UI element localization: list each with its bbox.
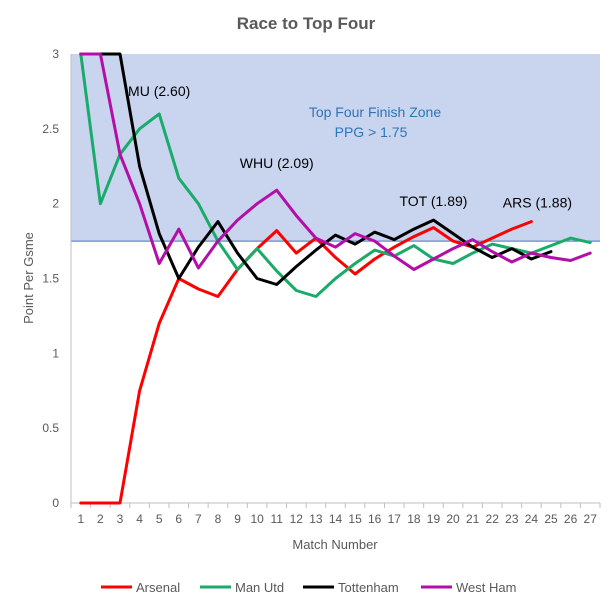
y-tick-label: 3 [52, 47, 59, 61]
x-axis-label: Match Number [292, 537, 378, 552]
x-tick-label: 18 [407, 512, 421, 526]
x-tick-label: 1 [77, 512, 84, 526]
x-tick-label: 27 [584, 512, 598, 526]
zone-label-line1: Top Four Finish Zone [309, 104, 441, 120]
x-tick-label: 10 [250, 512, 264, 526]
x-tick-label: 4 [136, 512, 143, 526]
legend: Arsenal Man Utd Tottenham West Ham [101, 580, 516, 595]
y-tick-label: 0 [52, 496, 59, 510]
y-tick-label: 2 [52, 197, 59, 211]
x-tick-label: 3 [117, 512, 124, 526]
x-tick-label: 20 [446, 512, 460, 526]
series-man-utd [79, 52, 592, 298]
x-tick-label: 19 [427, 512, 441, 526]
y-axis-label: Point Per Gsme [21, 232, 36, 324]
chart-title: Race to Top Four [237, 14, 376, 33]
series-lines [79, 52, 592, 505]
y-tick-label: 0.5 [42, 421, 59, 435]
x-tick-label: 12 [290, 512, 304, 526]
x-tick-label: 11 [270, 512, 283, 526]
x-tick-label: 8 [215, 512, 222, 526]
x-tick-label: 21 [466, 512, 480, 526]
top-four-zone: Top Four Finish Zone PPG > 1.75 [71, 54, 600, 242]
y-tick-label: 1 [52, 346, 59, 360]
y-tick-label: 2.5 [42, 122, 59, 136]
legend-item: Man Utd [200, 580, 284, 595]
x-tick-label: 6 [175, 512, 182, 526]
annotation-label: ARS (1.88) [503, 195, 572, 211]
series-line [79, 52, 553, 286]
annotations: MU (2.60) WHU (2.09) TOT (1.89) ARS (1.88) [128, 83, 572, 211]
x-tick-label: 26 [564, 512, 578, 526]
y-tick-label: 1.5 [42, 272, 59, 286]
series-line [79, 220, 533, 505]
series-tottenham [79, 52, 553, 286]
x-tick-label: 23 [505, 512, 519, 526]
legend-label: West Ham [456, 580, 516, 595]
legend-label: Man Utd [235, 580, 284, 595]
x-tick-label: 25 [544, 512, 558, 526]
x-tick-label: 15 [348, 512, 362, 526]
x-tick-label: 16 [368, 512, 382, 526]
annotation-label: TOT (1.89) [399, 193, 467, 209]
series-line [79, 52, 592, 271]
legend-item: Tottenham [303, 580, 399, 595]
x-tick-label: 17 [388, 512, 402, 526]
x-tick-label: 22 [486, 512, 500, 526]
x-tick-label: 7 [195, 512, 202, 526]
axes: 00.511.522.531 2 3 4 5 6 7 8 9 10 11 12 13 14 15 16 17 18… [42, 47, 601, 526]
x-tick-label: 2 [97, 512, 104, 526]
x-tick-label: 24 [525, 512, 539, 526]
legend-label: Arsenal [136, 580, 180, 595]
series-line [79, 52, 592, 298]
x-tick-label: 9 [234, 512, 241, 526]
series-west-ham [79, 52, 592, 271]
x-tick-label: 13 [309, 512, 323, 526]
legend-label: Tottenham [338, 580, 399, 595]
legend-item: Arsenal [101, 580, 180, 595]
annotation-label: MU (2.60) [128, 83, 190, 99]
zone-label-line2: PPG > 1.75 [335, 124, 408, 140]
zone-fill [71, 54, 600, 242]
annotation-label: WHU (2.09) [240, 155, 314, 171]
x-tick-label: 14 [329, 512, 343, 526]
series-arsenal [79, 220, 533, 505]
x-tick-label: 5 [156, 512, 163, 526]
legend-item: West Ham [421, 580, 516, 595]
